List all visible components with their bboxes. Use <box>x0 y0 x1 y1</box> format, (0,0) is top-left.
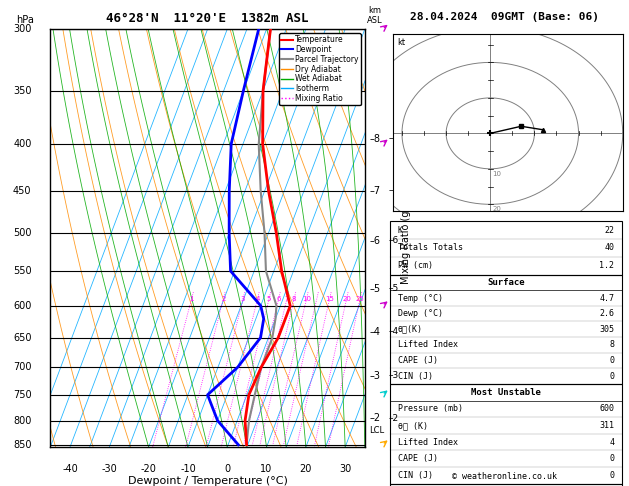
Text: 1: 1 <box>189 296 194 302</box>
Text: 4: 4 <box>609 437 614 447</box>
Text: –6: –6 <box>370 236 381 246</box>
Text: 20: 20 <box>342 296 351 302</box>
Text: 0: 0 <box>609 356 614 365</box>
Text: 300: 300 <box>13 24 31 34</box>
Text: -30: -30 <box>101 464 117 474</box>
Legend: Temperature, Dewpoint, Parcel Trajectory, Dry Adiabat, Wet Adiabat, Isotherm, Mi: Temperature, Dewpoint, Parcel Trajectory… <box>279 33 361 105</box>
Text: Lifted Index: Lifted Index <box>398 437 458 447</box>
Text: Mixing Ratio (g/kg): Mixing Ratio (g/kg) <box>401 192 411 284</box>
Text: 10: 10 <box>302 296 311 302</box>
Text: –5: –5 <box>370 284 381 294</box>
Text: 350: 350 <box>13 86 31 96</box>
Text: 6: 6 <box>276 296 281 302</box>
Text: –8: –8 <box>370 134 381 144</box>
Text: Most Unstable: Most Unstable <box>471 388 541 397</box>
Text: 500: 500 <box>13 228 31 238</box>
Text: –6: –6 <box>388 236 399 245</box>
Bar <box>391 221 621 275</box>
Text: 650: 650 <box>13 333 31 343</box>
Text: CIN (J): CIN (J) <box>398 471 433 480</box>
Text: –2: –2 <box>370 413 381 423</box>
Text: CIN (J): CIN (J) <box>398 372 433 381</box>
Text: 311: 311 <box>599 421 614 430</box>
Text: 5: 5 <box>267 296 271 302</box>
Text: 40: 40 <box>604 243 614 252</box>
Text: CAPE (J): CAPE (J) <box>398 454 438 463</box>
Text: 2: 2 <box>221 296 226 302</box>
Text: 25: 25 <box>355 296 364 302</box>
Text: 2.6: 2.6 <box>599 309 614 318</box>
Text: 22: 22 <box>604 226 614 235</box>
Text: –4: –4 <box>388 327 399 336</box>
Text: -20: -20 <box>141 464 157 474</box>
Bar <box>391 384 621 484</box>
Text: 0: 0 <box>609 372 614 381</box>
Text: 10: 10 <box>260 464 272 474</box>
Text: 3: 3 <box>241 296 245 302</box>
Text: θᴇ (K): θᴇ (K) <box>398 421 428 430</box>
Bar <box>391 484 621 486</box>
Text: –3: –3 <box>388 371 399 380</box>
Text: 46°28'N  11°20'E  1382m ASL: 46°28'N 11°20'E 1382m ASL <box>106 12 309 25</box>
Text: Surface: Surface <box>487 278 525 287</box>
Text: LCL: LCL <box>370 426 385 435</box>
Text: 450: 450 <box>13 186 31 196</box>
Text: 0: 0 <box>224 464 230 474</box>
Text: © weatheronline.co.uk: © weatheronline.co.uk <box>452 472 557 481</box>
Text: Pressure (mb): Pressure (mb) <box>398 404 463 414</box>
Text: Temp (°C): Temp (°C) <box>398 294 443 302</box>
Bar <box>391 275 621 384</box>
Text: 850: 850 <box>13 440 31 450</box>
Text: 15: 15 <box>325 296 334 302</box>
Text: Dewp (°C): Dewp (°C) <box>398 309 443 318</box>
Text: 20: 20 <box>493 207 501 212</box>
Text: 30: 30 <box>339 464 351 474</box>
Text: 550: 550 <box>13 266 31 276</box>
Text: –5: –5 <box>388 284 399 293</box>
Text: hPa: hPa <box>16 15 34 25</box>
Text: 800: 800 <box>13 416 31 426</box>
Text: 28.04.2024  09GMT (Base: 06): 28.04.2024 09GMT (Base: 06) <box>410 12 599 22</box>
Text: 700: 700 <box>13 362 31 372</box>
Text: –7: –7 <box>388 187 399 195</box>
Text: 305: 305 <box>599 325 614 334</box>
Text: kt: kt <box>398 37 406 47</box>
Text: –2: –2 <box>388 414 399 423</box>
Text: 10: 10 <box>493 171 501 177</box>
Text: Lifted Index: Lifted Index <box>398 340 458 349</box>
Text: PW (cm): PW (cm) <box>398 261 433 270</box>
Text: 4.7: 4.7 <box>599 294 614 302</box>
Text: 8: 8 <box>609 340 614 349</box>
Text: –8: –8 <box>388 135 399 143</box>
Text: –3: –3 <box>370 371 381 381</box>
Text: -40: -40 <box>62 464 78 474</box>
Text: Totals Totals: Totals Totals <box>398 243 463 252</box>
Text: -10: -10 <box>180 464 196 474</box>
Text: 750: 750 <box>13 390 31 400</box>
Text: –4: –4 <box>370 327 381 336</box>
Text: 600: 600 <box>599 404 614 414</box>
Text: θᴇ(K): θᴇ(K) <box>398 325 423 334</box>
Text: 7: 7 <box>284 296 289 302</box>
Text: –7: –7 <box>370 186 381 196</box>
Text: 400: 400 <box>13 139 31 149</box>
Text: 1.2: 1.2 <box>599 261 614 270</box>
Text: Dewpoint / Temperature (°C): Dewpoint / Temperature (°C) <box>128 476 287 486</box>
Text: 20: 20 <box>299 464 312 474</box>
Text: 0: 0 <box>609 471 614 480</box>
Text: 0: 0 <box>609 454 614 463</box>
Text: 600: 600 <box>13 301 31 311</box>
Text: 8: 8 <box>292 296 296 302</box>
Text: K: K <box>398 226 403 235</box>
Text: CAPE (J): CAPE (J) <box>398 356 438 365</box>
Text: km
ASL: km ASL <box>367 5 382 25</box>
Text: 4: 4 <box>255 296 260 302</box>
